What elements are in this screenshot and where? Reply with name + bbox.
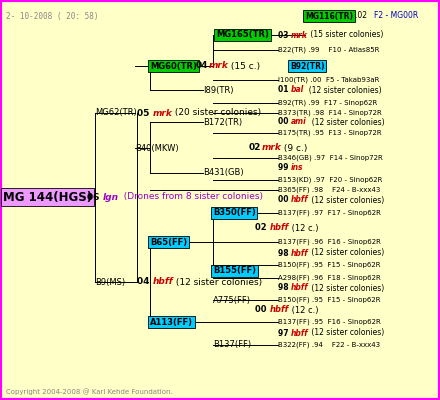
Text: B137(FF): B137(FF): [213, 340, 251, 350]
Text: B92(TR) .99  F17 - Sinop62R: B92(TR) .99 F17 - Sinop62R: [278, 100, 377, 106]
Text: B431(GB): B431(GB): [203, 168, 244, 178]
Text: B155(FF): B155(FF): [213, 266, 256, 276]
Text: 2- 10-2008 ( 20: 58): 2- 10-2008 ( 20: 58): [6, 12, 99, 21]
Text: 04: 04: [137, 278, 153, 286]
Text: hbff: hbff: [269, 306, 289, 314]
Text: F2 - MG00R: F2 - MG00R: [374, 12, 418, 20]
Text: (12 sister colonies): (12 sister colonies): [307, 118, 385, 126]
Text: 00: 00: [278, 196, 291, 204]
Text: hbff: hbff: [153, 278, 173, 286]
Text: (12 sister colonies): (12 sister colonies): [309, 196, 384, 204]
Text: lgn: lgn: [103, 192, 118, 202]
Text: (12 sister colonies): (12 sister colonies): [309, 284, 384, 292]
Text: .02: .02: [355, 12, 374, 20]
Text: ami: ami: [291, 118, 307, 126]
Text: (12 c.): (12 c.): [289, 224, 318, 232]
Text: B137(FF) .95  F16 - Sinop62R: B137(FF) .95 F16 - Sinop62R: [278, 319, 381, 325]
Text: hbff: hbff: [291, 284, 309, 292]
Text: 06: 06: [87, 192, 103, 202]
Text: MG165(TR): MG165(TR): [216, 30, 269, 40]
Text: B175(TR) .95  F13 - Sinop72R: B175(TR) .95 F13 - Sinop72R: [278, 130, 381, 136]
Text: (9 c.): (9 c.): [281, 144, 308, 152]
Text: (15 sister colonies): (15 sister colonies): [308, 30, 383, 40]
Text: hbff: hbff: [291, 328, 309, 338]
Text: mrk: mrk: [209, 62, 228, 70]
Text: Copyright 2004-2008 @ Karl Kehde Foundation.: Copyright 2004-2008 @ Karl Kehde Foundat…: [6, 388, 173, 395]
Text: hbff: hbff: [291, 196, 309, 204]
Text: B373(TR) .98  F14 - Sinop72R: B373(TR) .98 F14 - Sinop72R: [278, 110, 382, 116]
Text: (12 sister colonies): (12 sister colonies): [309, 328, 384, 338]
Text: (12 c.): (12 c.): [289, 306, 318, 314]
Text: A775(FF): A775(FF): [213, 296, 251, 304]
Text: A113(FF): A113(FF): [150, 318, 193, 326]
Text: MG 144(HGS): MG 144(HGS): [3, 190, 92, 204]
Text: B150(FF) .95  F15 - Sinop62R: B150(FF) .95 F15 - Sinop62R: [278, 297, 381, 303]
Text: B137(FF) .96  F16 - Sinop62R: B137(FF) .96 F16 - Sinop62R: [278, 239, 381, 245]
Text: I89(TR): I89(TR): [203, 86, 234, 94]
Text: 02: 02: [255, 224, 269, 232]
Text: 98: 98: [278, 248, 291, 258]
Text: B40(MKW): B40(MKW): [135, 144, 179, 152]
Text: MG116(TR): MG116(TR): [305, 12, 353, 20]
Text: B322(FF) .94    F22 - B-xxx43: B322(FF) .94 F22 - B-xxx43: [278, 342, 380, 348]
Text: hbff: hbff: [291, 248, 309, 258]
Text: B153(KD) .97  F20 - Sinop62R: B153(KD) .97 F20 - Sinop62R: [278, 177, 382, 183]
Text: bal: bal: [291, 86, 304, 94]
Text: (12 sister colonies): (12 sister colonies): [304, 86, 382, 94]
Text: 97: 97: [278, 328, 291, 338]
Text: B65(FF): B65(FF): [150, 238, 187, 246]
Text: 04: 04: [196, 62, 209, 70]
Text: B92(TR): B92(TR): [290, 62, 324, 70]
Text: mrk: mrk: [153, 108, 172, 118]
Text: B9(MS): B9(MS): [95, 278, 125, 286]
Text: 00: 00: [278, 118, 291, 126]
Text: 00: 00: [255, 306, 269, 314]
Text: B150(FF) .95  F15 - Sinop62R: B150(FF) .95 F15 - Sinop62R: [278, 262, 381, 268]
Text: A298(FF) .96  F18 - Sinop62R: A298(FF) .96 F18 - Sinop62R: [278, 275, 381, 281]
Text: (15 c.): (15 c.): [228, 62, 260, 70]
Text: 01: 01: [278, 86, 291, 94]
Text: B137(FF) .97  F17 - Sinop62R: B137(FF) .97 F17 - Sinop62R: [278, 210, 381, 216]
Text: mrk: mrk: [291, 30, 308, 40]
Text: B365(FF) .98    F24 - B-xxx43: B365(FF) .98 F24 - B-xxx43: [278, 187, 380, 193]
Text: 02: 02: [249, 144, 261, 152]
Text: (Drones from 8 sister colonies): (Drones from 8 sister colonies): [118, 192, 264, 202]
Text: I100(TR) .00  F5 - Takab93aR: I100(TR) .00 F5 - Takab93aR: [278, 77, 379, 83]
Text: B350(FF): B350(FF): [213, 208, 256, 218]
Text: (20 sister colonies): (20 sister colonies): [172, 108, 261, 118]
Text: mrk: mrk: [261, 144, 281, 152]
Text: 98: 98: [278, 284, 291, 292]
Text: MG62(TR): MG62(TR): [95, 108, 137, 118]
Text: 05: 05: [137, 108, 153, 118]
Text: MG60(TR): MG60(TR): [150, 62, 197, 70]
Text: (12 sister colonies): (12 sister colonies): [309, 248, 384, 258]
Text: B346(GB) .97  F14 - Sinop72R: B346(GB) .97 F14 - Sinop72R: [278, 155, 383, 161]
Text: hbff: hbff: [269, 224, 289, 232]
Text: 99: 99: [278, 164, 291, 172]
Text: 03: 03: [278, 30, 291, 40]
Text: B22(TR) .99    F10 - Atlas85R: B22(TR) .99 F10 - Atlas85R: [278, 47, 379, 53]
Text: (12 sister colonies): (12 sister colonies): [173, 278, 262, 286]
Text: B172(TR): B172(TR): [203, 118, 242, 126]
Text: ins: ins: [291, 164, 304, 172]
